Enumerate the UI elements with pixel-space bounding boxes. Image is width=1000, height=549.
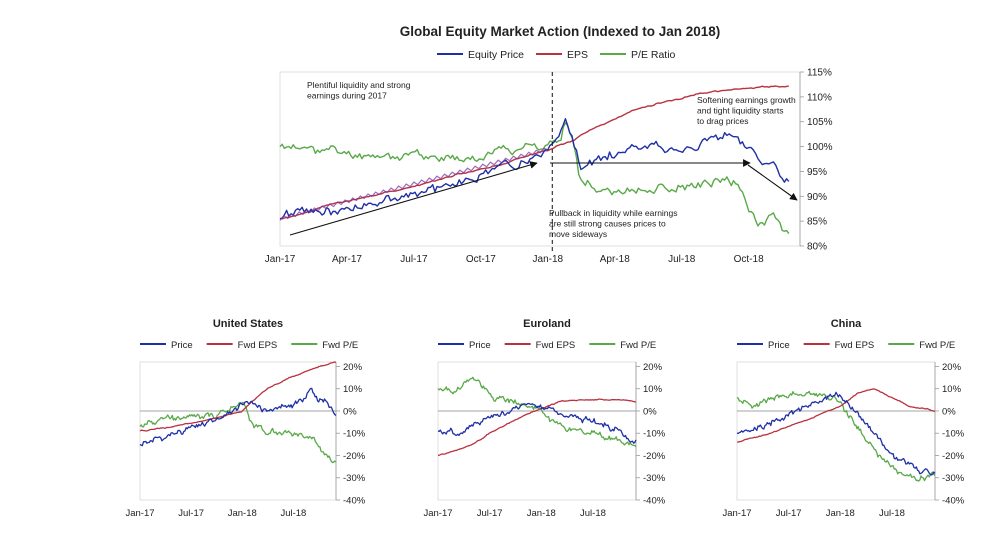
annotation-2: Softening earnings growth and tight liqui… [697, 95, 796, 126]
x-tick-label: Apr-18 [600, 254, 630, 265]
x-tick-label: Jan-18 [533, 254, 564, 265]
annotation-1: Plentiful liquidity and strong earnings d… [307, 80, 411, 101]
annotation-line: and tight liquidity starts [697, 106, 783, 116]
trend-arrow-decline [747, 164, 798, 201]
series-line-price [736, 391, 936, 476]
series-overlap-price-eps [279, 147, 549, 221]
x-tick-label: Jul-18 [668, 254, 696, 265]
y-tick-label: -10% [643, 429, 666, 440]
annotation-line: are still strong causes prices to [549, 219, 666, 229]
y-tick-label: -10% [942, 429, 965, 440]
y-tick-label: 10% [643, 384, 663, 395]
y-tick-label: 20% [942, 362, 962, 373]
x-tick-label: Jan-18 [228, 508, 257, 519]
plot-frame [736, 361, 936, 501]
legend-label-price: Price [768, 340, 790, 351]
chart-title: Global Equity Market Action (Indexed to … [400, 24, 721, 39]
plot-frame [139, 361, 337, 501]
legend-label-eps: Fwd EPS [536, 340, 576, 351]
annotation-line: Softening earnings growth [697, 95, 796, 105]
y-tick-label: -40% [942, 496, 965, 507]
x-tick-label: Jul-17 [400, 254, 428, 265]
y-tick-label: -40% [643, 496, 666, 507]
annotation-line: to drag prices [697, 116, 749, 126]
annotation-line: move sideways [549, 229, 607, 239]
series-line-eps [139, 361, 337, 432]
y-tick-label: 10% [942, 384, 962, 395]
x-tick-label: Jan-17 [125, 508, 154, 519]
y-tick-label: -40% [343, 496, 366, 507]
legend-label-price: Price [469, 340, 491, 351]
x-tick-label: Jul-18 [580, 508, 606, 519]
x-tick-label: Jul-17 [477, 508, 503, 519]
x-tick-label: Jul-18 [879, 508, 905, 519]
series-line-price [437, 402, 637, 444]
y-tick-label: 20% [343, 362, 363, 373]
annotation-line: Plentiful liquidity and strong [307, 80, 411, 90]
series-line-price [139, 387, 337, 447]
legend-label-pe: Fwd P/E [322, 340, 358, 351]
y-tick-label: -30% [643, 473, 666, 484]
series-line-eps [736, 388, 936, 443]
series-line-pe [139, 401, 337, 464]
y-tick-label: -20% [343, 451, 366, 462]
legend-label-price: Equity Price [468, 49, 524, 61]
y-tick-label: 90% [807, 192, 827, 203]
x-tick-label: Oct-18 [734, 254, 764, 265]
y-tick-label: -20% [643, 451, 666, 462]
y-tick-label: -30% [343, 473, 366, 484]
y-tick-label: 0% [643, 406, 657, 417]
legend-label-pe: P/E Ratio [631, 49, 676, 61]
y-tick-label: 0% [343, 406, 357, 417]
panel-china: China Price Fwd EPS Fwd P/E 20% 10% 0% -10% -20%… [722, 318, 964, 519]
chart-title: United States [213, 318, 283, 330]
trend-arrow-2017 [289, 161, 538, 236]
y-tick-label: 20% [643, 362, 663, 373]
series-line-pe [736, 390, 936, 482]
main-chart: Global Equity Market Action (Indexed to … [265, 24, 833, 265]
panel-euroland: Euroland Price Fwd EPS Fwd P/E 20% 10% 0% -10% -… [423, 318, 665, 519]
legend-label-eps: Fwd EPS [238, 340, 278, 351]
series-line-eps [437, 398, 637, 457]
x-tick-label: Jan-17 [722, 508, 751, 519]
chart-title: Euroland [523, 318, 571, 330]
series-line-pe [437, 376, 637, 448]
legend-label-pe: Fwd P/E [919, 340, 955, 351]
annotation-line: Pullback in liquidity while earnings [549, 208, 678, 218]
x-tick-label: Jul-17 [776, 508, 802, 519]
y-tick-label: 85% [807, 217, 827, 228]
y-tick-label: -30% [942, 473, 965, 484]
legend-label-eps: Fwd EPS [835, 340, 875, 351]
x-tick-label: Jan-17 [423, 508, 452, 519]
y-tick-label: 110% [807, 92, 832, 103]
y-tick-label: 95% [807, 167, 827, 178]
series-line-pe [279, 122, 790, 235]
y-tick-label: 100% [807, 142, 833, 153]
annotation-3: Pullback in liquidity while earnings are … [549, 208, 678, 239]
y-tick-label: -20% [942, 451, 965, 462]
x-tick-label: Jan-18 [826, 508, 855, 519]
x-tick-label: Apr-17 [332, 254, 362, 265]
x-tick-label: Oct-17 [466, 254, 496, 265]
legend-label-eps: EPS [567, 49, 588, 61]
series-line-price [279, 118, 790, 220]
x-tick-label: Jan-17 [265, 254, 296, 265]
chart-title: China [831, 318, 862, 330]
annotation-line: earnings during 2017 [307, 91, 387, 101]
x-tick-label: Jul-18 [280, 508, 306, 519]
y-tick-label: 0% [942, 406, 956, 417]
y-tick-label: 105% [807, 117, 833, 128]
y-tick-label: 115% [807, 68, 832, 79]
legend-label-pe: Fwd P/E [620, 340, 656, 351]
y-tick-label: 80% [807, 242, 827, 253]
legend-label-price: Price [171, 340, 193, 351]
y-tick-label: 10% [343, 384, 363, 395]
x-tick-label: Jul-17 [178, 508, 204, 519]
x-tick-label: Jan-18 [527, 508, 556, 519]
panel-united-states: United States Price Fwd EPS Fwd P/E 20% 10% 0%… [125, 318, 365, 519]
y-tick-label: -10% [343, 429, 366, 440]
plot-frame [437, 361, 637, 501]
